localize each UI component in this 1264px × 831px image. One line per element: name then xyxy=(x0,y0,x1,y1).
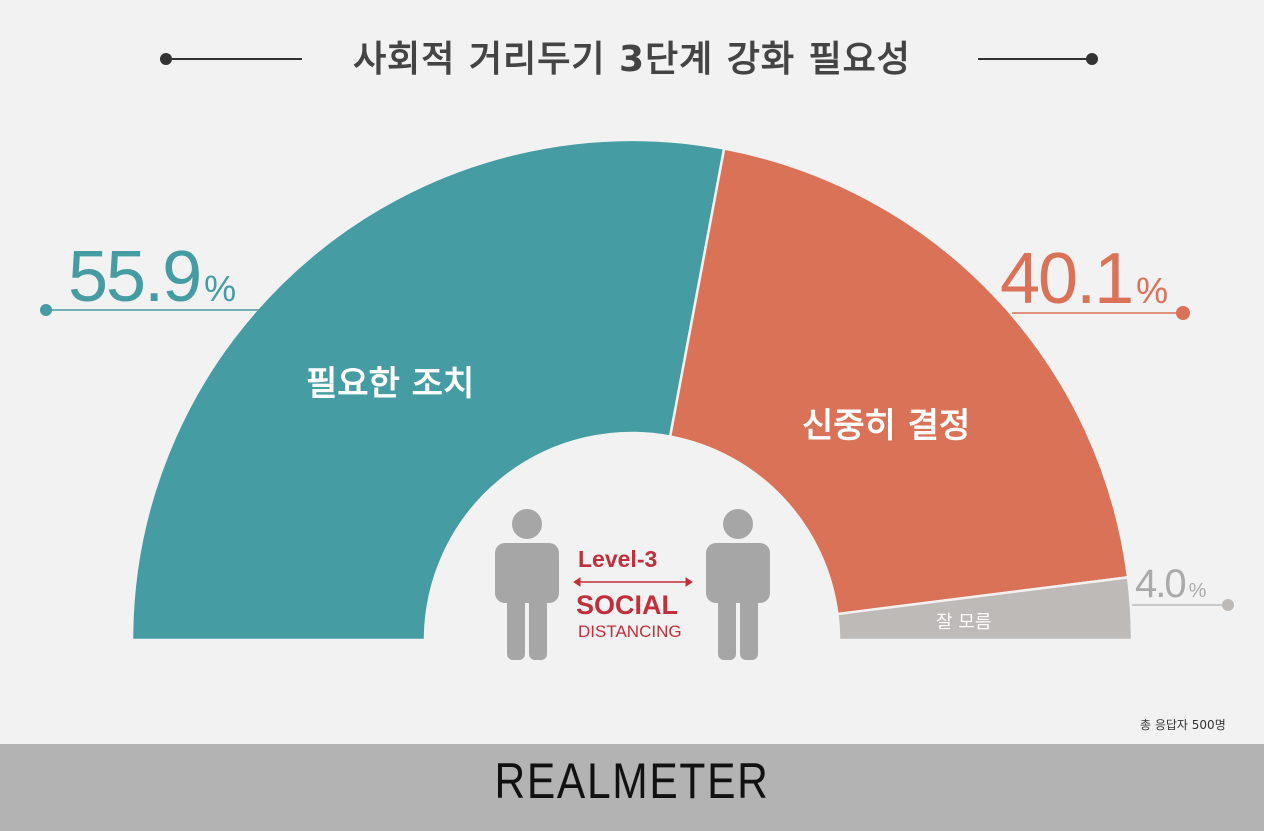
value-label-0: 55.9% xyxy=(68,237,237,317)
footer-bar xyxy=(0,744,1264,831)
leader-lines xyxy=(40,304,1234,611)
realmeter-logo: REALMETER xyxy=(494,753,770,809)
respondents-note: 총 응답자 500명 xyxy=(1140,718,1226,732)
leader-dot-0 xyxy=(40,304,52,316)
leader-dot-1 xyxy=(1176,306,1190,320)
social-text: SOCIAL xyxy=(576,590,679,620)
slice-1 xyxy=(668,147,1130,616)
semicircle-chart xyxy=(40,138,1234,660)
value-label-1: 40.1% xyxy=(1000,239,1169,319)
leader-dot-2 xyxy=(1222,599,1234,611)
person-icon-left xyxy=(495,509,559,660)
title-line-right xyxy=(978,58,1092,60)
segment-label-0: 필요한 조치 xyxy=(306,364,475,404)
person-icon-right xyxy=(706,509,770,660)
distancing-text: DISTANCING xyxy=(578,622,682,641)
slice-0 xyxy=(130,138,726,642)
title-dot-left xyxy=(160,53,172,65)
double-arrow-icon xyxy=(573,577,693,587)
title-dot-right xyxy=(1086,53,1098,65)
title-line-left xyxy=(166,58,302,60)
slice-2 xyxy=(835,575,1134,642)
chart-title: 사회적 거리두기 3단계 강화 필요성 xyxy=(353,39,911,80)
level-3-text: Level-3 xyxy=(578,546,658,572)
value-label-2: 4.0% xyxy=(1135,562,1207,606)
segment-label-1: 신중히 결정 xyxy=(802,406,971,446)
segment-label-2: 잘 모름 xyxy=(936,612,992,633)
